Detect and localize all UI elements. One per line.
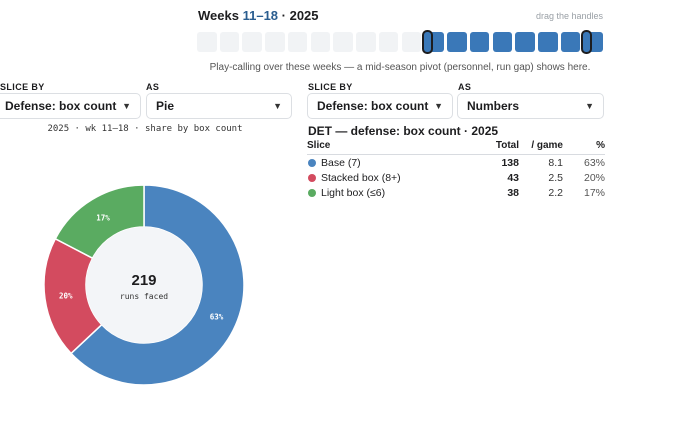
week-range-slider[interactable] — [197, 30, 603, 54]
week-cell[interactable] — [447, 32, 467, 52]
right-as-value: Numbers — [467, 99, 520, 113]
weeks-range: 11–18 — [242, 8, 279, 23]
left-slice-by-value: Defense: box count — [5, 99, 117, 113]
row-per-game: 8.1 — [548, 157, 563, 169]
week-cell[interactable] — [515, 32, 535, 52]
week-cell[interactable] — [401, 32, 422, 52]
left-as-value: Pie — [156, 99, 175, 113]
chevron-down-icon: ▼ — [273, 101, 282, 111]
week-cell[interactable] — [469, 32, 490, 52]
weeks-title: Weeks 11–18 · 2025 — [198, 8, 319, 23]
table-title: DET — defense: box count · 2025 — [308, 124, 499, 138]
col-slice: Slice — [307, 139, 477, 155]
left-as-label: AS — [146, 82, 160, 92]
legend-dot-stacked — [308, 173, 316, 182]
left-slice-by-label: SLICE BY — [0, 82, 45, 92]
right-slice-by-select[interactable]: Defense: box count ▼ — [307, 93, 453, 119]
week-cell[interactable] — [538, 32, 558, 52]
week-cell[interactable] — [310, 32, 331, 52]
left-slice-by-select[interactable]: Defense: box count ▼ — [0, 93, 141, 119]
row-per-game: 2.5 — [548, 172, 563, 184]
table-row: Stacked box (8+) 43 2.5 20% — [307, 170, 605, 185]
right-slice-by-value: Defense: box count — [317, 99, 429, 113]
week-cell[interactable] — [265, 32, 285, 52]
row-pct: 20% — [583, 172, 605, 184]
row-total: 138 — [501, 157, 519, 169]
week-cell[interactable] — [560, 32, 581, 52]
week-cell[interactable] — [219, 32, 240, 52]
donut-chart: 219 runs faced 63% 20% 17% — [43, 184, 245, 386]
numbers-table: Slice Total / game % Base (7) 138 8.1 63… — [307, 139, 605, 200]
right-as-label: AS — [458, 82, 472, 92]
week-cell[interactable] — [242, 32, 262, 52]
slice-pct-label: 63% — [210, 312, 224, 321]
week-cell[interactable] — [333, 32, 353, 52]
col-per-game: / game — [519, 139, 563, 155]
pie-subtitle: 2025 · wk 11–18 · share by box count — [47, 124, 243, 134]
center-total: 219 — [131, 272, 156, 289]
table-header-row: Slice Total / game % — [307, 139, 605, 155]
row-pct: 63% — [583, 157, 605, 169]
col-pct: % — [563, 139, 605, 155]
center-label: runs faced — [120, 292, 168, 301]
row-total: 38 — [507, 187, 519, 199]
range-caption: Play-calling over these weeks — a mid-se… — [209, 62, 591, 73]
row-pct: 17% — [583, 187, 605, 199]
legend-dot-base — [308, 158, 316, 167]
right-as-select[interactable]: Numbers ▼ — [457, 93, 604, 119]
left-as-select[interactable]: Pie ▼ — [146, 93, 292, 119]
drag-hint: drag the handles — [535, 11, 603, 21]
table-row: Base (7) 138 8.1 63% — [307, 155, 605, 171]
row-slice: Base (7) — [321, 157, 361, 169]
slice-pct-label: 20% — [59, 292, 73, 301]
week-cell[interactable] — [492, 32, 513, 52]
weeks-prefix: Weeks — [198, 8, 239, 23]
chevron-down-icon: ▼ — [122, 101, 131, 111]
week-cell[interactable] — [356, 32, 376, 52]
slice-pct-label: 17% — [96, 213, 110, 222]
col-total: Total — [477, 139, 519, 155]
week-cell[interactable] — [378, 32, 399, 52]
table-row: Light box (≤6) 38 2.2 17% — [307, 185, 605, 200]
week-cell[interactable] — [197, 32, 217, 52]
row-slice: Light box (≤6) — [321, 187, 386, 199]
right-slice-by-label: SLICE BY — [308, 82, 353, 92]
chevron-down-icon: ▼ — [585, 101, 594, 111]
chevron-down-icon: ▼ — [434, 101, 443, 111]
row-per-game: 2.2 — [548, 187, 563, 199]
row-total: 43 — [507, 172, 519, 184]
legend-dot-light — [308, 188, 316, 197]
donut-center — [86, 227, 202, 343]
row-slice: Stacked box (8+) — [321, 172, 401, 184]
range-handle-end[interactable] — [581, 30, 593, 54]
range-handle-start[interactable] — [422, 30, 434, 54]
week-cell[interactable] — [287, 32, 308, 52]
weeks-suffix: · 2025 — [281, 8, 319, 23]
